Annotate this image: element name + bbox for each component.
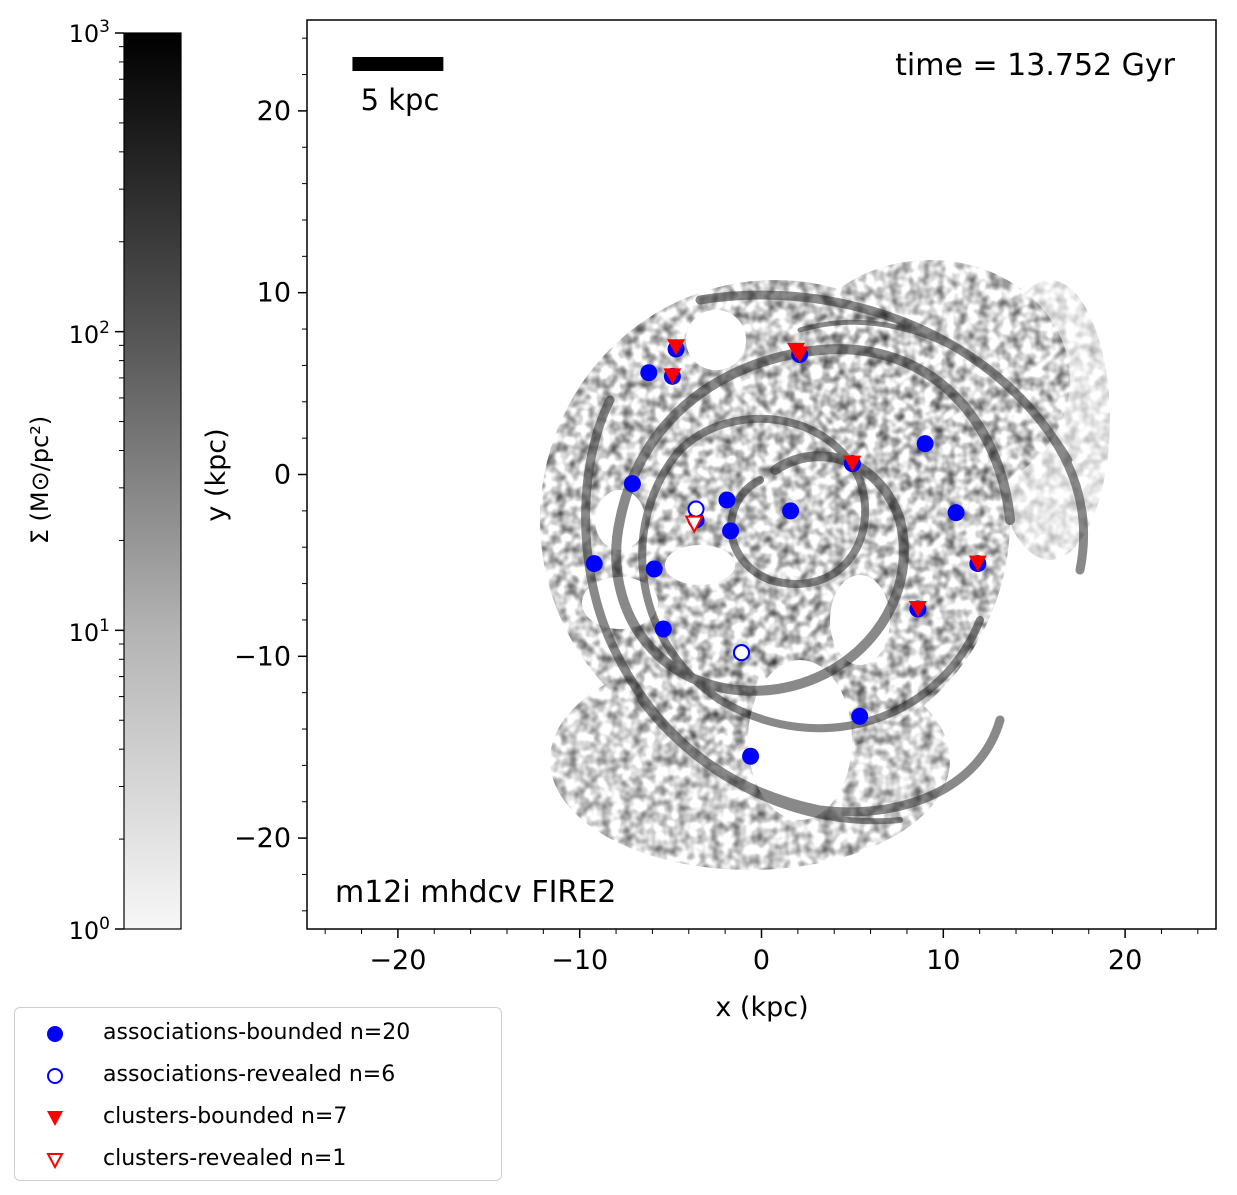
y-axis-label: y (kpc) [201,428,232,521]
filled-triangle-down-marker-icon [47,1111,63,1126]
x-axis-label: x (kpc) [715,992,808,1023]
x-tick-label: 20 [1108,945,1142,976]
legend-item-clusters-bounded: clusters-bounded n=7 [15,1098,501,1134]
cluster-bounded-point [667,339,686,356]
association-bounded-point [654,620,672,638]
legend-item-associations-revealed: associations-revealed n=6 [15,1056,501,1092]
scale-bar [352,57,444,71]
y-tick-label: −10 [234,641,291,672]
galaxy-density-map [307,20,1216,929]
x-tick-label: 0 [753,945,770,976]
legend: associations-bounded n=20 associations-r… [14,1007,502,1181]
colorbar: 103 102 101 100 Σ (M⊙/pc²) [26,17,182,945]
association-bounded-point [718,491,736,509]
colorbar-label: Σ (M⊙/pc²) [26,416,54,544]
association-bounded-point [623,475,641,493]
association-bounded-point [947,504,965,522]
colorbar-tick-label-2: 102 [69,318,110,349]
scatter-points [585,339,987,765]
x-tick-label: −20 [369,945,426,976]
legend-item-clusters-revealed: clusters-revealed n=1 [15,1140,501,1176]
legend-label: clusters-bounded n=7 [103,1104,348,1129]
scale-bar-label: 5 kpc [361,83,440,117]
x-tick-label: 10 [926,945,960,976]
cluster-revealed-point [684,515,704,534]
legend-label: associations-bounded n=20 [103,1020,411,1045]
colorbar-tick-label-1: 101 [69,616,110,647]
y-tick-label: 20 [257,96,291,127]
legend-label: associations-revealed n=6 [103,1062,396,1087]
y-tick-label: −20 [234,823,291,854]
cluster-bounded-point [663,368,682,385]
plot-axes: −20 −10 0 10 20 −20 −10 0 10 20 5 kpc time = 13.7… [201,19,1217,1023]
association-bounded-point [585,555,603,573]
cluster-bounded-point [908,601,927,618]
association-bounded-point [640,364,658,382]
filled-circle-marker-icon [47,1026,63,1042]
cluster-bounded-point [787,342,806,359]
cluster-bounded-point [968,555,987,572]
association-bounded-point [916,435,934,453]
association-bounded-point [645,560,663,578]
association-revealed-point [687,500,705,518]
association-bounded-point [722,522,740,540]
time-annotation: time = 13.752 Gyr [895,48,1175,83]
association-bounded-point [782,502,800,520]
y-tick-label: 10 [257,278,291,309]
legend-item-associations-bounded: associations-bounded n=20 [15,1014,501,1050]
colorbar-ticks [115,32,124,930]
colorbar-tick-label-0: 100 [69,914,110,945]
association-bounded-point [851,707,869,725]
simulation-label: m12i mhdcv FIRE2 [335,875,616,910]
legend-label: clusters-revealed n=1 [103,1146,347,1171]
open-triangle-down-marker-icon [46,1153,64,1170]
cluster-bounded-point [843,455,862,472]
colorbar-gradient [123,32,182,930]
y-tick-label: 0 [274,460,291,491]
open-circle-marker-icon [47,1068,63,1084]
colorbar-tick-label-3: 103 [69,17,110,48]
association-revealed-point [733,644,751,662]
x-tick-label: −10 [551,945,608,976]
axis-ticks: −20 −10 0 10 20 −20 −10 0 10 20 [234,37,1199,976]
association-bounded-point [742,747,760,765]
